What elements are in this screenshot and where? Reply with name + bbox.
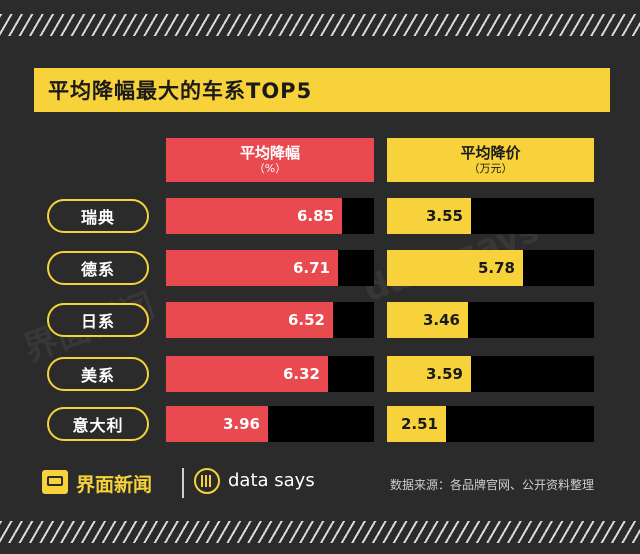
bar: 6.52 [166,302,333,338]
footer: 界面新闻 data says 数据来源：各品牌官网、公开资料整理 [42,466,602,500]
bar-track: 3.55 [387,198,594,234]
category-label: 日系 [47,303,149,337]
bar: 3.55 [387,198,471,234]
footer-source: 数据来源：各品牌官网、公开资料整理 [389,478,594,492]
bar-track: 2.51 [387,406,594,442]
footer-divider [182,468,184,498]
data-label: 2.51 [400,415,438,433]
bar: 6.85 [166,198,342,234]
data-label: 3.96 [222,415,260,433]
column-header-price-drop-label: 平均降价 [460,144,521,162]
bar: 5.78 [387,250,523,286]
category-label: 瑞典 [47,199,149,233]
bar: 3.59 [387,356,471,392]
column-header-drop-rate-label: 平均降幅 [239,144,300,162]
column-header-drop-rate-unit: （%） [253,162,287,175]
data-says-logo-icon [194,468,220,494]
bar-track: 3.96 [166,406,374,442]
category-label: 美系 [47,357,149,391]
bar-track: 6.85 [166,198,374,234]
bar: 6.71 [166,250,338,286]
column-header-price-drop: 平均降价 （万元） [387,138,594,182]
bottom-stripe-decoration [0,521,640,543]
data-label: 6.32 [282,365,320,383]
jiemian-logo-icon [42,470,68,494]
category-label: 德系 [47,251,149,285]
bar: 2.51 [387,406,446,442]
bar-track: 6.52 [166,302,374,338]
bar-track: 3.46 [387,302,594,338]
data-label: 6.52 [287,311,325,329]
data-label: 6.71 [292,259,330,277]
chart-title: 平均降幅最大的车系TOP5 [48,79,313,103]
data-label: 3.46 [422,311,460,329]
column-header-price-drop-unit: （万元） [468,162,513,175]
bar-track: 6.32 [166,356,374,392]
data-label: 6.85 [296,207,334,225]
bar: 6.32 [166,356,328,392]
column-header-drop-rate: 平均降幅 （%） [166,138,374,182]
category-label: 意大利 [47,407,149,441]
bar-track: 3.59 [387,356,594,392]
top-stripe-decoration [0,14,640,36]
data-label: 5.78 [477,259,515,277]
bar: 3.96 [166,406,268,442]
data-label: 3.59 [425,365,463,383]
bar-track: 5.78 [387,250,594,286]
bar-track: 6.71 [166,250,374,286]
chart-title-box: 平均降幅最大的车系TOP5 [34,68,610,112]
footer-data-says: data says [228,470,315,491]
bar: 3.46 [387,302,468,338]
footer-brand: 界面新闻 [76,474,153,496]
data-label: 3.55 [425,207,463,225]
